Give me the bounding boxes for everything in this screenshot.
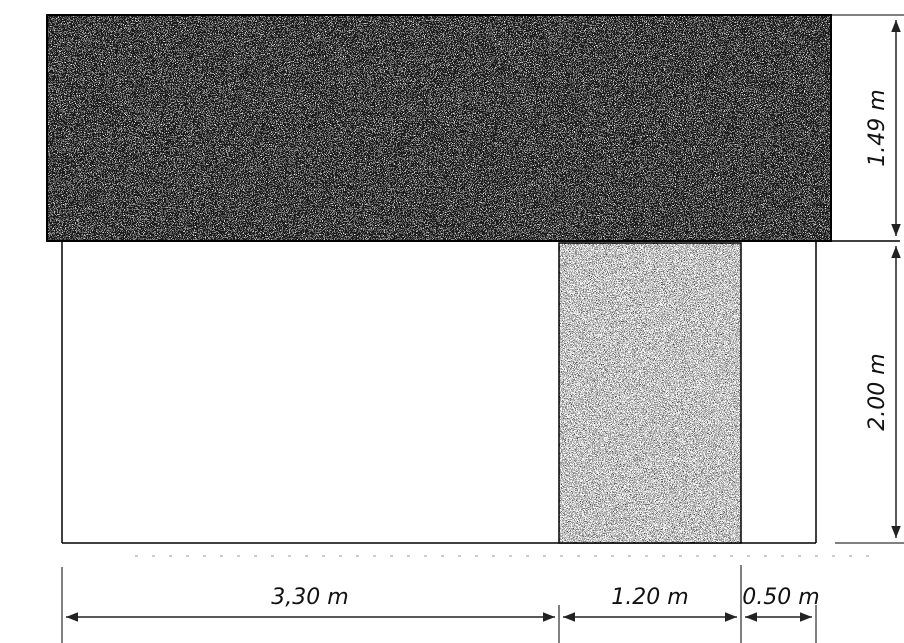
wall-height-label: 2.00 m xyxy=(865,353,890,430)
width-right-label: 0.50 m xyxy=(742,585,819,610)
width-left-label: 3,30 m xyxy=(271,585,348,610)
light-insert-block xyxy=(559,243,741,543)
upper-beam-dark xyxy=(47,15,831,241)
width-middle-label: 1.20 m xyxy=(611,585,688,610)
beam-height-label: 1.49 m xyxy=(865,89,890,166)
